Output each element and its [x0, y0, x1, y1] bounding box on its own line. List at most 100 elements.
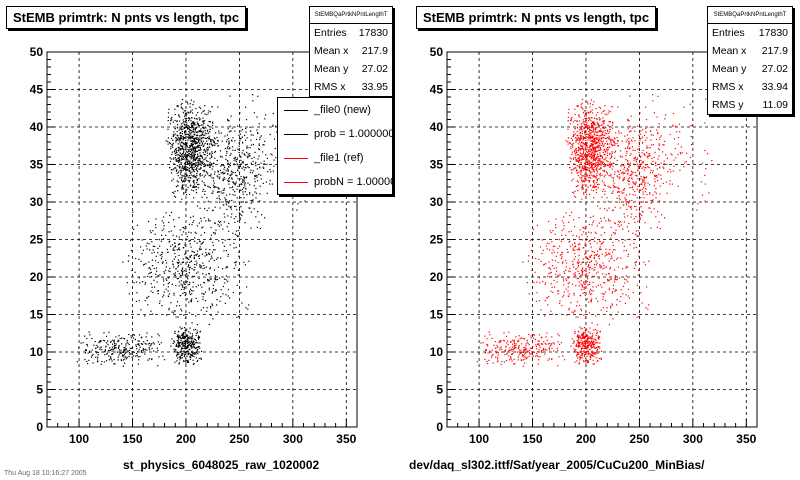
scatter-point: [179, 229, 181, 231]
scatter-point: [247, 157, 249, 159]
scatter-point: [180, 357, 182, 359]
scatter-point: [593, 256, 595, 258]
scatter-point: [589, 353, 591, 355]
scatter-point: [603, 110, 605, 112]
scatter-point: [251, 157, 253, 160]
scatter-point: [129, 349, 131, 351]
scatter-point: [176, 305, 178, 307]
scatter-point: [578, 247, 580, 249]
scatter-point: [225, 155, 227, 157]
scatter-point: [591, 343, 594, 345]
scatter-point: [193, 166, 195, 168]
scatter-point: [171, 153, 173, 155]
scatter-point: [588, 258, 590, 260]
scatter-point: [581, 343, 583, 345]
scatter-point: [196, 118, 198, 120]
scatter-point: [234, 171, 236, 174]
scatter-point: [655, 174, 657, 176]
scatter-point: [622, 178, 624, 180]
scatter-point: [167, 128, 169, 130]
scatter-point: [228, 177, 231, 179]
scatter-point: [623, 213, 625, 215]
scatter-point: [588, 331, 590, 333]
scatter-point: [152, 342, 154, 344]
scatter-point: [588, 265, 590, 267]
scatter-point: [84, 335, 86, 337]
scatter-point: [198, 117, 200, 119]
scatter-point: [594, 163, 596, 165]
scatter-point: [214, 277, 216, 280]
y-tick-label: 45: [30, 83, 44, 97]
scatter-point: [182, 292, 184, 294]
scatter-point: [193, 363, 195, 365]
scatter-point: [105, 360, 108, 362]
scatter-point: [181, 354, 183, 356]
scatter-point: [184, 146, 186, 148]
scatter-point: [263, 160, 265, 162]
scatter-point: [188, 264, 190, 266]
scatter-point: [601, 253, 604, 255]
scatter-point: [239, 218, 241, 220]
scatter-point: [591, 167, 594, 169]
scatter-point: [591, 124, 593, 126]
scatter-point: [599, 152, 601, 154]
scatter-point: [186, 276, 188, 278]
scatter-point: [200, 141, 202, 143]
scatter-point: [576, 160, 578, 162]
scatter-point: [593, 169, 595, 171]
scatter-point: [589, 137, 592, 139]
scatter-point: [622, 180, 624, 182]
scatter-point: [196, 169, 198, 172]
scatter-point: [638, 149, 640, 151]
scatter-point: [187, 337, 189, 339]
scatter-point: [497, 354, 499, 356]
scatter-point: [604, 158, 606, 160]
scatter-point: [191, 150, 193, 152]
scatter-point: [579, 158, 581, 161]
scatter-point: [569, 123, 572, 125]
scatter-point: [189, 164, 191, 167]
scatter-point: [615, 132, 617, 134]
scatter-point: [196, 147, 198, 149]
scatter-point: [233, 247, 235, 249]
scatter-point: [579, 166, 581, 168]
scatter-point: [214, 281, 216, 283]
scatter-point: [239, 138, 241, 140]
scatter-point: [97, 346, 99, 348]
scatter-point: [595, 353, 597, 355]
scatter-point: [513, 341, 515, 343]
scatter-point: [199, 149, 201, 151]
scatter-point: [589, 160, 591, 162]
scatter-point: [616, 175, 618, 177]
scatter-point: [586, 144, 588, 146]
scatter-point: [188, 337, 190, 339]
scatter-point: [590, 260, 592, 263]
scatter-point: [593, 117, 596, 119]
scatter-point: [176, 169, 178, 171]
scatter-point: [172, 191, 174, 193]
scatter-point: [194, 352, 196, 354]
scatter-point: [88, 359, 90, 361]
scatter-point: [622, 228, 624, 230]
scatter-point: [585, 166, 587, 168]
scatter-point: [226, 266, 228, 268]
scatter-point: [628, 180, 631, 182]
scatter-point: [176, 126, 178, 128]
scatter-point: [198, 124, 200, 127]
scatter-point: [585, 282, 587, 284]
scatter-point: [631, 199, 633, 202]
scatter-point: [559, 302, 561, 305]
scatter-point: [204, 134, 206, 136]
scatter-point: [250, 202, 252, 204]
scatter-point: [230, 216, 232, 218]
scatter-point: [192, 164, 194, 166]
scatter-point: [524, 358, 526, 360]
scatter-point: [582, 148, 584, 150]
scatter-point: [584, 142, 587, 144]
scatter-point: [578, 114, 580, 116]
scatter-point: [193, 127, 195, 129]
scatter-point: [237, 167, 239, 169]
scatter-point: [230, 175, 232, 177]
scatter-point: [109, 347, 111, 349]
scatter-point: [173, 163, 175, 165]
